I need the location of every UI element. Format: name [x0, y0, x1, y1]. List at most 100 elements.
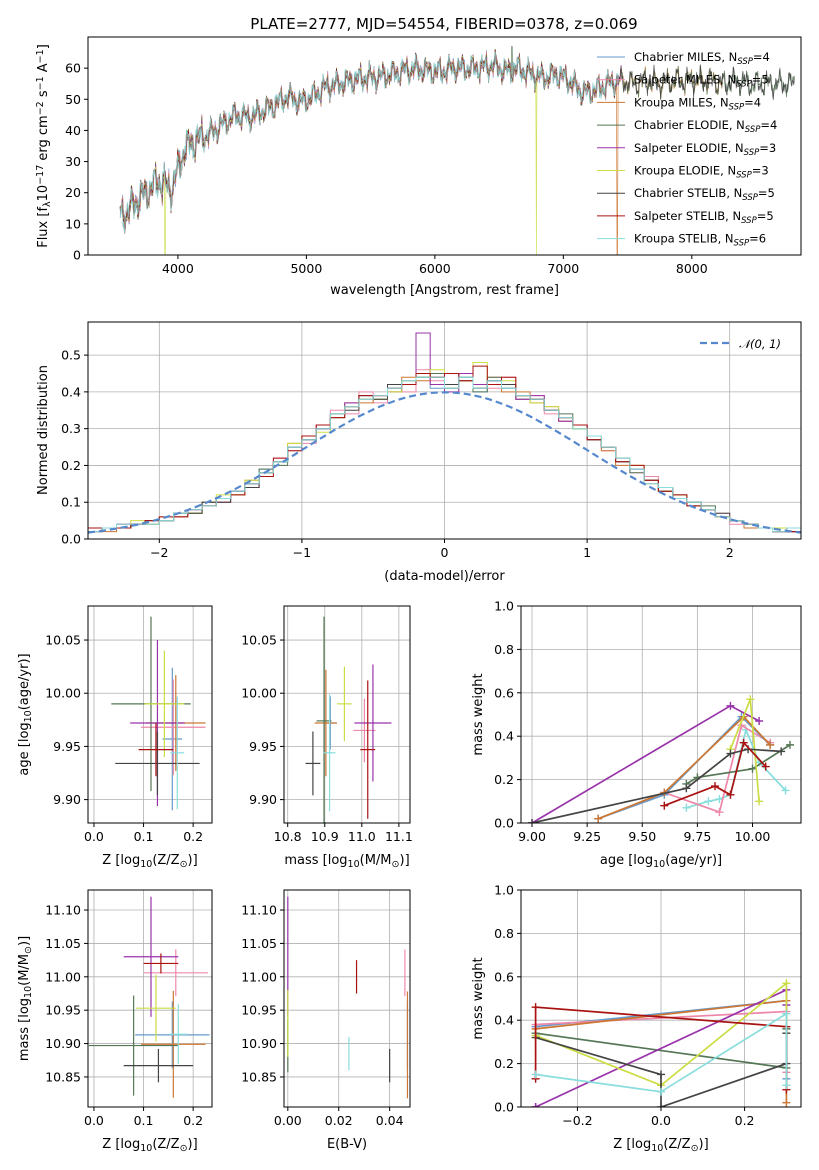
legend-tail: =3: [759, 141, 776, 155]
y-tick-label: 0.0: [494, 1100, 514, 1115]
legend-sub: SSP: [736, 79, 752, 89]
x-tick-label: −1: [293, 545, 311, 560]
mass_vs_Z-x-axis-label: Z [log10(Z/Z⊙)]: [102, 1137, 197, 1154]
axes-frame: [87, 889, 213, 1108]
age_vs_Z-y-axis-label: age [log10(age/yr)]: [17, 653, 34, 775]
x-tick-label: 0.0: [84, 829, 104, 844]
legend-sub: SSP: [744, 147, 760, 157]
y-tick-label: 0.8: [494, 926, 514, 941]
x-tick-label: 0: [441, 545, 449, 560]
x-tick-label: 9.50: [628, 829, 656, 844]
label-part: −2: [35, 101, 46, 115]
y-tick-label: 0.0: [494, 816, 514, 831]
y-tick-label: 11.00: [45, 969, 81, 984]
x-tick-label: 8000: [676, 261, 708, 276]
y-tick-label: 10.95: [45, 1003, 81, 1018]
weight-marker: [660, 801, 669, 810]
y-tick-label: 10.90: [45, 1036, 81, 1051]
weight-marker: [657, 1103, 665, 1107]
legend-label: Kroupa MILES, N: [634, 95, 729, 109]
histogram-legend: 𝒩(0, 1): [700, 337, 781, 351]
x-tick-label: 0.00: [274, 1113, 302, 1128]
errorbar-salpeter-miles: [353, 698, 376, 763]
legend-label: Salpeter MILES, N: [634, 73, 736, 87]
x-tick-label: 0.1: [134, 829, 154, 844]
label-part: Z [log: [102, 853, 140, 868]
weight-marker: [766, 740, 775, 749]
weight-marker: [682, 803, 691, 812]
label-part: (Z/Z: [152, 1137, 179, 1152]
errorbar-kroupa-miles: [314, 669, 337, 777]
errorbar-kroupa-elodie: [336, 666, 352, 742]
x-tick-label: 11.0: [348, 829, 376, 844]
weight-series-salpeter-stelib: [660, 738, 770, 810]
legend-tail: =5: [758, 186, 775, 200]
weight-series-kroupa-stelib: [531, 1009, 791, 1096]
label-part: −1: [35, 76, 46, 90]
weight-marker: [531, 1003, 540, 1012]
legend-tail: =5: [752, 73, 769, 87]
y-tick-label: 11.05: [241, 936, 277, 951]
y-tick-label: 0.6: [494, 685, 514, 700]
weight-marker: [726, 790, 735, 799]
plot-area-residual_histogram: [88, 332, 801, 539]
mass_weight_vs_Z-x-axis-label: Z [log10(Z/Z⊙)]: [613, 1137, 708, 1154]
legend-entry-salpeter-miles: Salpeter MILES, NSSP=5: [634, 73, 769, 90]
y-tick-label: 11.00: [241, 969, 277, 984]
x-tick-label: 9.25: [573, 829, 601, 844]
label-part: (M/M: [360, 853, 392, 868]
histogram-y-axis-label: Normed distribution: [36, 365, 51, 495]
panel-mass_weight_vs_age: 9.00 9.25 9.50 9.75 10.00 0.0 0.2 0.4 0.6 0.8 1.0 a…: [471, 599, 802, 870]
legend-entry-salpeter-stelib: Salpeter STELIB, NSSP=5: [634, 209, 774, 226]
legend-entry-kroupa-miles: Kroupa MILES, NSSP=4: [634, 95, 761, 112]
label-part: 10: [36, 185, 51, 202]
legend-entry-kroupa-stelib: Kroupa STELIB, NSSP=6: [634, 232, 766, 249]
y-tick-label: 10.05: [45, 633, 81, 648]
label-part: −1: [35, 49, 46, 63]
panel-mass_vs_ebv: 0.00 0.02 0.04 10.85 10.90 10.95 11.00 11.05 11.…: [241, 889, 411, 1152]
x-tick-label: 0.0: [651, 1113, 671, 1128]
histogram-kroupa-stelib: [88, 376, 801, 539]
weight-marker: [782, 1098, 791, 1107]
x-tick-label: 9.00: [518, 829, 546, 844]
y-tick-label: 10.95: [241, 1003, 277, 1018]
y-tick-label: 40: [65, 123, 81, 138]
y-tick-label: 9.90: [53, 792, 81, 807]
errorbar-chabrier-elodie: [316, 616, 332, 823]
errorbar-salpeter-stelib: [360, 680, 376, 819]
weight-marker: [739, 738, 748, 747]
weight-line: [664, 724, 771, 814]
weight-marker: [657, 1087, 665, 1096]
label-part: )]: [188, 1137, 198, 1152]
y-tick-label: 11.10: [241, 903, 277, 918]
y-tick-label: 0.8: [494, 642, 514, 657]
y-tick-label: 11.05: [45, 936, 81, 951]
label-part: (age/yr)]: [665, 853, 722, 868]
x-tick-label: 10.9: [311, 829, 339, 844]
errorbar-kroupa-elodie: [136, 974, 176, 1042]
errorbar-kroupa-stelib: [323, 694, 336, 812]
x-tick-label: 7000: [547, 261, 579, 276]
age_vs_mass-x-axis-label: mass [log10(M/M⊙)]: [284, 853, 409, 870]
panel-mass_weight_vs_Z: −0.2 0.0 0.2 0.0 0.2 0.4 0.6 0.8 1.0 Z [log10(Z/Z…: [471, 883, 802, 1154]
label-part: ⊙: [691, 1143, 699, 1154]
label-part: ⊙: [180, 1143, 188, 1154]
weight-marker: [657, 1070, 665, 1079]
label-part: Flux [f: [36, 207, 51, 248]
y-tick-label: 10.00: [241, 686, 277, 701]
errorbar-chabrier-elodie: [88, 995, 179, 1096]
x-tick-label: −2: [150, 545, 168, 560]
label-part: (Z/Z: [152, 853, 179, 868]
weight-marker: [726, 749, 735, 758]
y-tick-label: 0.4: [61, 384, 81, 399]
legend-label: Kroupa ELODIE, N: [634, 164, 736, 178]
label-part: (age/yr)]: [17, 653, 32, 710]
figure-title: PLATE=2777, MJD=54554, FIBERID=0378, z=0…: [250, 15, 637, 33]
y-tick-label: 50: [65, 92, 81, 107]
weight-marker: [781, 786, 790, 795]
x-tick-label: 5000: [290, 261, 322, 276]
weight-marker: [761, 762, 770, 771]
errorbar-chabrier-stelib: [305, 731, 321, 796]
x-tick-label: 0.1: [134, 1113, 154, 1128]
